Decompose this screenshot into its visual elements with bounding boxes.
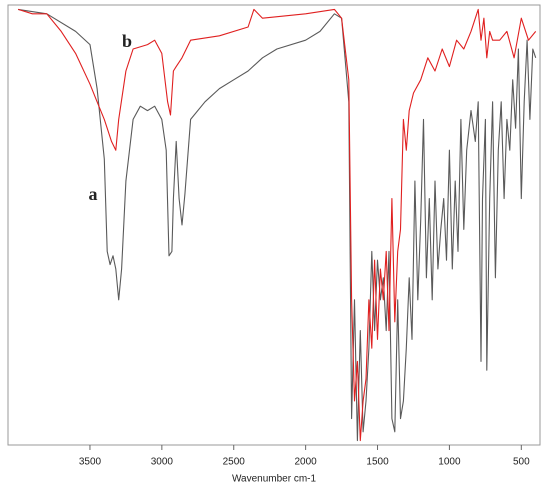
x-tick-label: 1500	[366, 457, 389, 468]
x-tick-label: 2000	[295, 457, 318, 468]
x-axis-label: Wavenumber cm-1	[232, 474, 317, 485]
series-annotation: b	[122, 31, 132, 51]
x-tick-label: 2500	[223, 457, 246, 468]
x-tick-label: 1000	[438, 457, 461, 468]
x-tick-label: 3500	[79, 457, 102, 468]
series-annotation: a	[89, 184, 98, 204]
spectrum-line	[18, 8, 537, 442]
x-tick-label: 500	[513, 457, 530, 468]
plot-frame	[7, 4, 541, 446]
spectrum-line	[17, 8, 537, 442]
x-tick-label: 3000	[151, 457, 174, 468]
